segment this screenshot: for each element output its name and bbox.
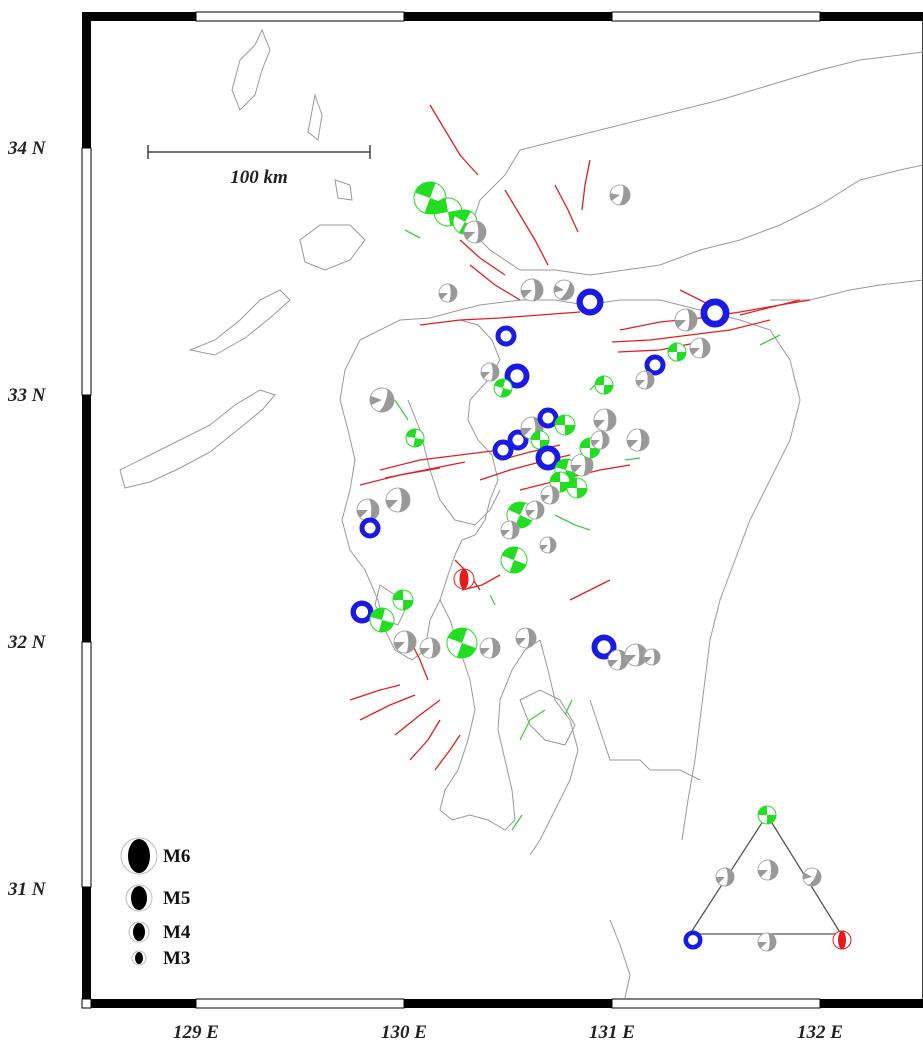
focal-mechanism-46 — [359, 517, 381, 539]
focal-mechanism-18 — [667, 342, 687, 362]
focal-mechanism-50 — [369, 607, 395, 633]
focal-mechanism-38 — [540, 485, 560, 505]
focal-mechanism-17 — [689, 337, 711, 359]
focal-mechanism-45 — [356, 498, 380, 522]
longitude-labels: 129 E 130 E 131 E 132 E — [173, 1022, 843, 1043]
legend-m6-label: M6 — [163, 846, 190, 867]
focal-mechanism-34 — [593, 408, 617, 432]
focal-mechanism-15 — [674, 308, 698, 332]
focal-mechanism-48 — [392, 589, 414, 611]
focal-mechanism-55 — [515, 627, 537, 649]
focal-mechanism-35 — [590, 430, 610, 450]
focal-mechanism-10 — [495, 325, 517, 347]
lat-label-33: 33 N — [7, 385, 47, 406]
legend-m6-symbol — [120, 837, 158, 875]
focal-mechanism-16 — [700, 298, 730, 328]
focal-mechanism-13 — [493, 378, 513, 398]
focal-mechanism-51 — [393, 630, 417, 654]
focal-mechanism-19 — [644, 354, 666, 376]
legend-m3-symbol — [131, 950, 147, 966]
scale-bar: 100 km — [147, 145, 371, 188]
triangle-symbol-center — [757, 859, 779, 881]
focal-mechanism-54 — [479, 637, 501, 659]
focal-mechanism-29 — [535, 445, 561, 471]
focal-mechanism-44 — [385, 487, 411, 513]
lon-label-130: 130 E — [381, 1022, 427, 1043]
focal-mechanism-26 — [537, 407, 559, 429]
focal-mechanism-40 — [525, 500, 545, 520]
focal-mechanism-31 — [570, 453, 594, 477]
focal-mechanism-6 — [438, 283, 458, 303]
focal-mechanisms — [350, 181, 730, 671]
lat-label-34: 34 N — [7, 138, 47, 159]
legend-m5-symbol — [125, 884, 153, 912]
triangle-symbol-right — [802, 867, 822, 887]
focal-mechanism-5 — [609, 184, 631, 206]
focal-mechanism-20 — [635, 370, 655, 390]
latitude-labels: 34 N 33 N 32 N 31 N — [7, 138, 47, 900]
focal-mechanism-21 — [369, 387, 395, 413]
triangle-symbol-left — [715, 867, 735, 887]
legend-m4-symbol — [128, 921, 150, 943]
focal-mechanism-43 — [500, 546, 528, 574]
focal-mechanism-57 — [607, 649, 629, 671]
focal-mechanism-52 — [419, 637, 441, 659]
lat-label-32: 32 N — [7, 632, 47, 653]
focal-mechanism-53 — [446, 627, 478, 659]
triangle-strike-slip-symbol — [757, 805, 777, 825]
focal-mechanism-36 — [626, 428, 650, 452]
triangle-reverse-symbol — [832, 930, 852, 950]
focal-mechanism-47 — [453, 568, 475, 590]
focal-mechanism-22 — [405, 428, 425, 448]
focal-mechanism-14 — [594, 375, 614, 395]
scale-bar-label: 100 km — [230, 167, 288, 188]
magnitude-legend: M6 M5 M4 M3 — [120, 837, 191, 969]
triangle-symbol-bottom — [757, 932, 777, 952]
focal-mechanism-41 — [500, 520, 520, 540]
focal-mechanism-9 — [576, 288, 604, 316]
focal-mechanism-11 — [504, 363, 530, 389]
lon-label-131: 131 E — [589, 1022, 635, 1043]
focal-mechanism-23 — [492, 439, 514, 461]
legend-m5-label: M5 — [163, 888, 190, 909]
lon-label-132: 132 E — [797, 1022, 843, 1043]
legend-m3-label: M3 — [163, 948, 190, 969]
focal-mechanism-27 — [554, 414, 576, 436]
legend-m4-label: M4 — [163, 922, 191, 943]
focal-mechanism-58 — [624, 643, 648, 667]
focal-mechanism-12 — [480, 362, 500, 382]
triangle-normal-symbol — [683, 930, 703, 950]
focal-mechanism-37 — [566, 477, 588, 499]
focal-mechanism-42 — [539, 536, 557, 554]
lon-label-129: 129 E — [173, 1022, 219, 1043]
focal-mechanism-59 — [643, 648, 661, 666]
focal-mechanism-7 — [520, 278, 544, 302]
focal-mechanism-49 — [350, 600, 374, 624]
lat-label-31: 31 N — [7, 879, 47, 900]
mechanism-triangle-diagram — [683, 805, 852, 952]
focal-mechanism-4 — [463, 220, 487, 244]
focal-mechanism-8 — [553, 279, 575, 301]
map-frame — [81, 11, 923, 1009]
focal-mechanism-56 — [591, 634, 617, 660]
